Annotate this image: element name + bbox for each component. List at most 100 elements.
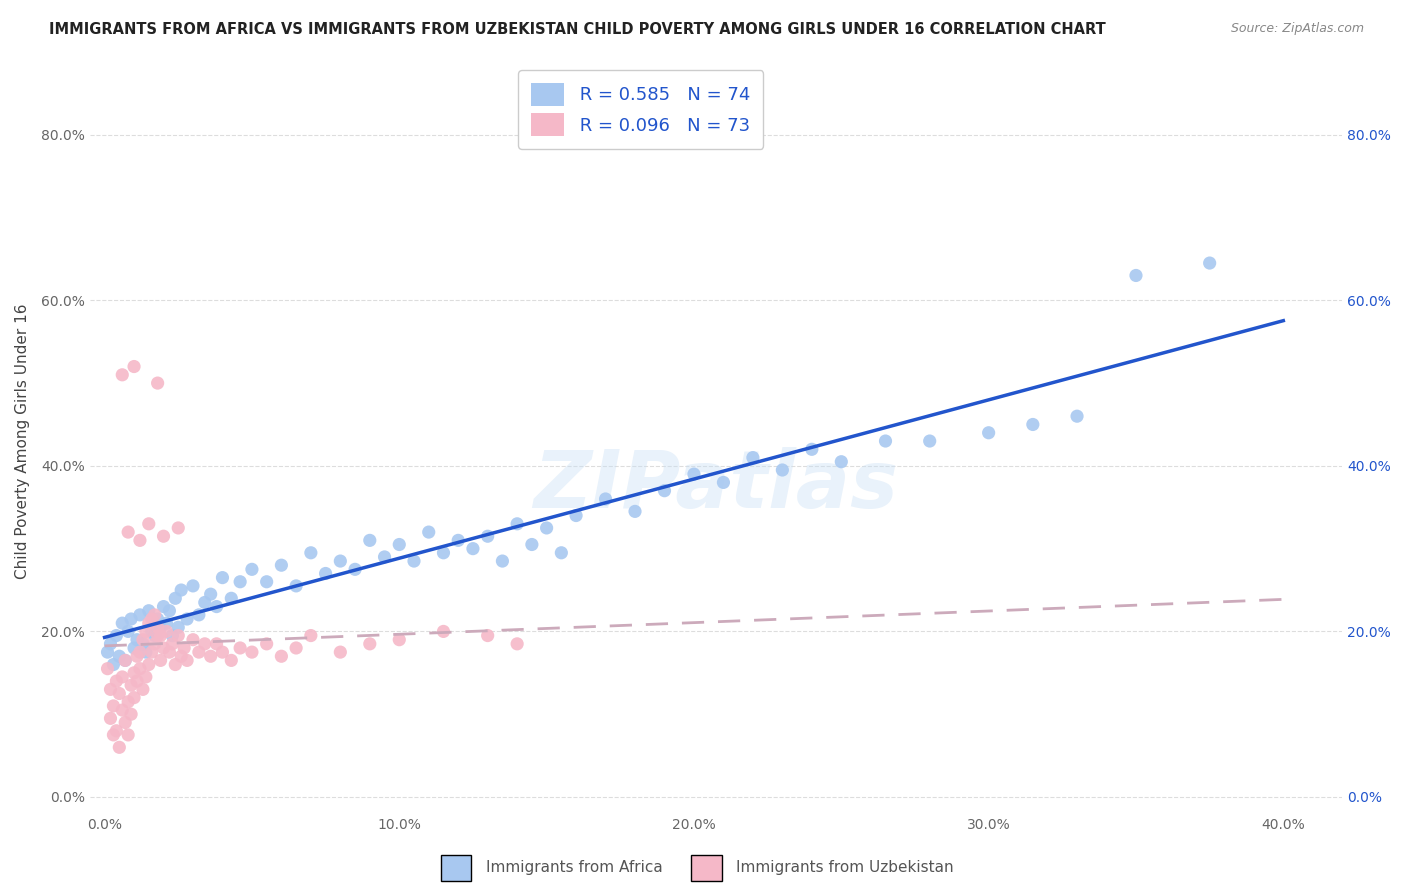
Point: [138, 516, 160, 531]
Point: [506, 516, 529, 531]
Point: [447, 533, 470, 548]
Point: [329, 554, 352, 568]
Point: [125, 674, 148, 689]
Point: [100, 682, 122, 697]
Point: [122, 359, 145, 374]
Point: [520, 537, 543, 551]
Point: [299, 546, 322, 560]
Point: [146, 620, 169, 634]
Point: [129, 607, 152, 622]
Point: [1125, 268, 1147, 283]
Point: [176, 653, 198, 667]
Point: [388, 537, 411, 551]
Point: [256, 574, 278, 589]
Point: [1022, 417, 1045, 432]
Point: [477, 629, 499, 643]
Point: [120, 707, 142, 722]
Point: [132, 632, 155, 647]
Point: [187, 645, 209, 659]
Point: [138, 657, 160, 672]
Point: [100, 711, 122, 725]
Point: [595, 491, 617, 506]
Point: [129, 662, 152, 676]
Point: [918, 434, 941, 448]
Point: [108, 740, 131, 755]
Point: [117, 728, 139, 742]
Point: [122, 690, 145, 705]
Point: [146, 612, 169, 626]
Point: [138, 604, 160, 618]
Point: [205, 599, 228, 614]
Point: [240, 562, 263, 576]
Point: [270, 649, 292, 664]
Point: [122, 640, 145, 655]
Point: [977, 425, 1000, 440]
Point: [477, 529, 499, 543]
Point: [114, 653, 136, 667]
Point: [221, 591, 243, 606]
Point: [229, 574, 252, 589]
Point: [359, 533, 381, 548]
Point: [713, 475, 735, 490]
Point: [830, 455, 852, 469]
Point: [125, 632, 148, 647]
Point: [654, 483, 676, 498]
Point: [170, 649, 193, 664]
Point: [256, 637, 278, 651]
Point: [211, 571, 233, 585]
Point: [432, 624, 454, 639]
Text: Source: ZipAtlas.com: Source: ZipAtlas.com: [1230, 22, 1364, 36]
Point: [240, 645, 263, 659]
Point: [100, 637, 122, 651]
Point: [105, 723, 128, 738]
Point: [221, 653, 243, 667]
Point: [103, 728, 125, 742]
Point: [122, 665, 145, 680]
Point: [373, 549, 395, 564]
Point: [418, 525, 440, 540]
Point: [111, 616, 134, 631]
Point: [344, 562, 367, 576]
Point: [176, 612, 198, 626]
Point: [149, 653, 172, 667]
Point: [157, 604, 180, 618]
Point: [152, 640, 174, 655]
Point: [1198, 256, 1220, 270]
Point: [550, 546, 572, 560]
Text: Immigrants from Africa: Immigrants from Africa: [485, 861, 662, 875]
Point: [165, 591, 187, 606]
Point: [315, 566, 337, 581]
Point: [111, 670, 134, 684]
Point: [211, 645, 233, 659]
Point: [132, 682, 155, 697]
Point: [143, 637, 166, 651]
Point: [187, 607, 209, 622]
Point: [536, 521, 558, 535]
Point: [129, 533, 152, 548]
Y-axis label: Child Poverty Among Girls Under 16: Child Poverty Among Girls Under 16: [15, 303, 30, 579]
Point: [162, 629, 184, 643]
Point: [1066, 409, 1088, 424]
Point: [624, 504, 647, 518]
Point: [111, 368, 134, 382]
Point: [105, 629, 128, 643]
Point: [285, 579, 308, 593]
Point: [152, 599, 174, 614]
Point: [402, 554, 425, 568]
Point: [167, 521, 190, 535]
Point: [875, 434, 897, 448]
Point: [157, 645, 180, 659]
Point: [117, 624, 139, 639]
Point: [270, 558, 292, 573]
Point: [125, 649, 148, 664]
Point: [120, 678, 142, 692]
Point: [114, 653, 136, 667]
Point: [103, 657, 125, 672]
Point: [96, 662, 118, 676]
Point: [167, 629, 190, 643]
Text: ZIPatlas: ZIPatlas: [533, 447, 898, 524]
Point: [149, 629, 172, 643]
Point: [108, 649, 131, 664]
Point: [103, 698, 125, 713]
Point: [181, 632, 204, 647]
